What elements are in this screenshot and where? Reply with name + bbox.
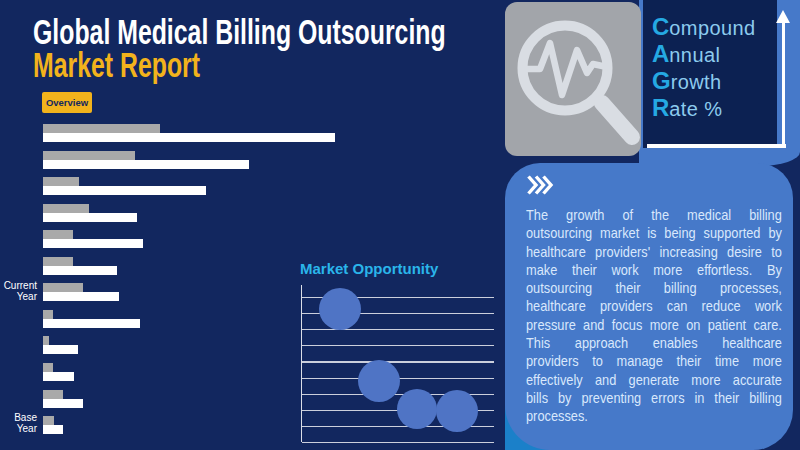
axis-arrow-vertical bbox=[782, 22, 786, 147]
bar-white bbox=[43, 186, 206, 195]
bubble-chart-y-axis bbox=[301, 285, 302, 442]
bar-gray bbox=[43, 363, 53, 372]
bar-white bbox=[43, 372, 74, 381]
magnifier-pulse-icon bbox=[505, 0, 645, 160]
bar-white bbox=[43, 399, 83, 408]
axis-arrow-horizontal bbox=[647, 144, 786, 148]
bar-white bbox=[43, 345, 78, 354]
bar-gray bbox=[43, 257, 73, 266]
bar-gray bbox=[43, 416, 54, 425]
bar-white bbox=[43, 213, 137, 222]
gridline bbox=[302, 361, 494, 362]
paragraph-line: healthcareproviders'increasingdesireto bbox=[526, 243, 782, 261]
gridline bbox=[302, 329, 494, 330]
bubble bbox=[358, 360, 400, 402]
panel-paragraph: Thegrowthofthemedicalbillingoutsourcingm… bbox=[526, 206, 782, 426]
cagr-a: A bbox=[652, 40, 669, 67]
bar-gray bbox=[43, 177, 79, 186]
bar-white bbox=[43, 319, 140, 328]
bar-gray bbox=[43, 204, 89, 213]
cagr-g: G bbox=[652, 67, 671, 94]
bar-gray bbox=[43, 151, 135, 160]
cagr-c: C bbox=[652, 13, 669, 40]
paragraph-line: effectivelyandgeneratemoreaccurate bbox=[526, 371, 782, 389]
slide: Global Medical Billing Outsourcing Marke… bbox=[0, 0, 800, 450]
paragraph-line: Thegrowthofthemedicalbilling bbox=[526, 206, 782, 224]
bar-white bbox=[43, 133, 335, 142]
gridline bbox=[302, 345, 494, 346]
base-year-label: BaseYear bbox=[0, 413, 37, 434]
cagr-box: Compound Annual Growth Rate % bbox=[643, 0, 777, 148]
paragraph-line: providerstomanagetheirtimemore bbox=[526, 352, 782, 370]
paragraph-line: outsourcingmarketisbeingsupportedby bbox=[526, 224, 782, 242]
cagr-word-1: ompound bbox=[669, 17, 755, 39]
page-title-line2: Market Report bbox=[33, 46, 200, 85]
cagr-word-4: ate % bbox=[669, 98, 722, 120]
bar-white bbox=[43, 292, 119, 301]
paragraph-line: healthcareproviderscanreducework bbox=[526, 297, 782, 315]
overview-badge[interactable]: Overview bbox=[42, 92, 92, 113]
gridline bbox=[302, 442, 494, 443]
paragraph-line: outsourcingtheirbillingprocesses, bbox=[526, 279, 782, 297]
bar-white bbox=[43, 266, 117, 275]
paragraph-line: processes. bbox=[526, 407, 782, 425]
bar-white bbox=[43, 425, 63, 434]
bubble bbox=[319, 288, 361, 330]
axis-arrow-head bbox=[776, 10, 790, 23]
triple-chevron-icon bbox=[527, 175, 555, 195]
paragraph-line: billsbypreventingerrorsintheirbilling bbox=[526, 389, 782, 407]
market-opportunity-title: Market Opportunity bbox=[300, 260, 438, 277]
cagr-word-3: rowth bbox=[671, 71, 722, 93]
cagr-r: R bbox=[652, 94, 669, 121]
current-year-label: CurrentYear bbox=[0, 281, 37, 302]
bar-gray bbox=[43, 283, 83, 292]
bar-gray bbox=[43, 124, 160, 133]
paragraph-line: Thisapproachenableshealthcare bbox=[526, 334, 782, 352]
bar-white bbox=[43, 239, 143, 248]
bubble bbox=[436, 390, 478, 432]
overview-badge-label: Overview bbox=[46, 97, 88, 108]
bubble bbox=[397, 389, 437, 429]
paragraph-line: pressureandfocusmoreonpatientcare. bbox=[526, 316, 782, 334]
cagr-word-2: nnual bbox=[669, 44, 720, 66]
bar-gray bbox=[43, 336, 49, 345]
bar-gray bbox=[43, 230, 73, 239]
bar-gray bbox=[43, 390, 63, 399]
bar-gray bbox=[43, 310, 53, 319]
bar-white bbox=[43, 160, 249, 169]
paragraph-line: maketheirworkmoreeffortless.By bbox=[526, 261, 782, 279]
